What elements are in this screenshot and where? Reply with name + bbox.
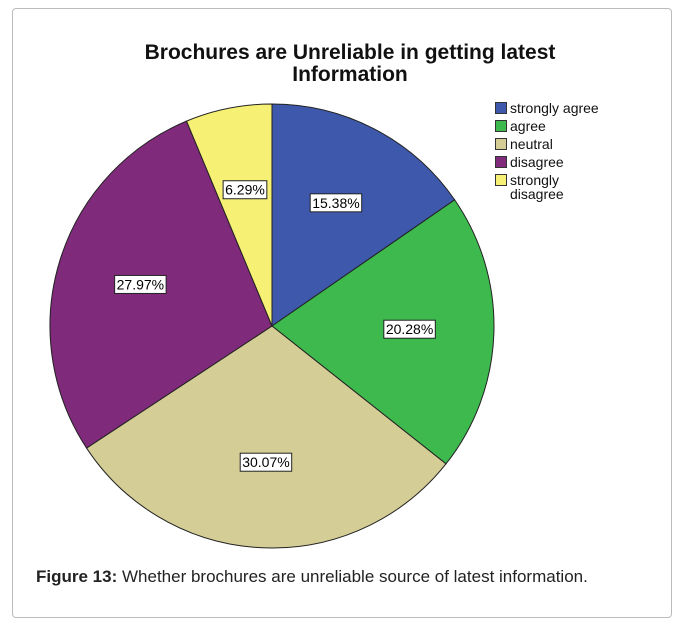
- caption: Figure 13: Whether brochures are unrelia…: [36, 565, 650, 589]
- legend-entry: agree: [495, 119, 630, 133]
- legend-entry: neutral: [495, 137, 630, 151]
- legend-entry: disagree: [495, 155, 630, 169]
- data-label-box: [114, 274, 167, 294]
- legend-label: strongly agree: [510, 100, 599, 116]
- legend-swatch: [495, 138, 507, 150]
- caption-label: Figure 13:: [36, 567, 118, 586]
- pie-slice: [85, 325, 447, 549]
- caption-text: Whether brochures are unreliable source …: [121, 567, 588, 586]
- pie-slice: [271, 199, 495, 465]
- legend-entry: strongly disagree: [495, 173, 630, 201]
- legend-swatch: [495, 102, 507, 114]
- legend-label: agree: [510, 118, 546, 134]
- data-label: 20.28%: [386, 321, 433, 337]
- legend-swatch: [495, 174, 507, 186]
- pie-slice: [185, 103, 273, 327]
- legend-swatch: [495, 120, 507, 132]
- data-label-box: [239, 452, 293, 472]
- frame: [12, 8, 672, 618]
- legend-swatch: [495, 156, 507, 168]
- data-label: 27.97%: [117, 276, 164, 292]
- data-label-box: [383, 319, 436, 339]
- pie-slice: [271, 103, 456, 327]
- data-label: 30.07%: [242, 454, 289, 470]
- legend-entry: strongly agree: [495, 101, 630, 115]
- legend-label: strongly disagree: [510, 172, 564, 202]
- data-label-box: [309, 193, 363, 213]
- legend: strongly agree agree neutral disagree strong…: [495, 101, 630, 205]
- chart-title: Brochures are Unreliable in getting late…: [144, 41, 556, 86]
- data-label-box: [222, 180, 268, 200]
- legend-label: neutral: [510, 136, 553, 152]
- data-label: 6.29%: [225, 182, 265, 198]
- data-label: 15.38%: [312, 195, 359, 211]
- legend-label: disagree: [510, 154, 564, 170]
